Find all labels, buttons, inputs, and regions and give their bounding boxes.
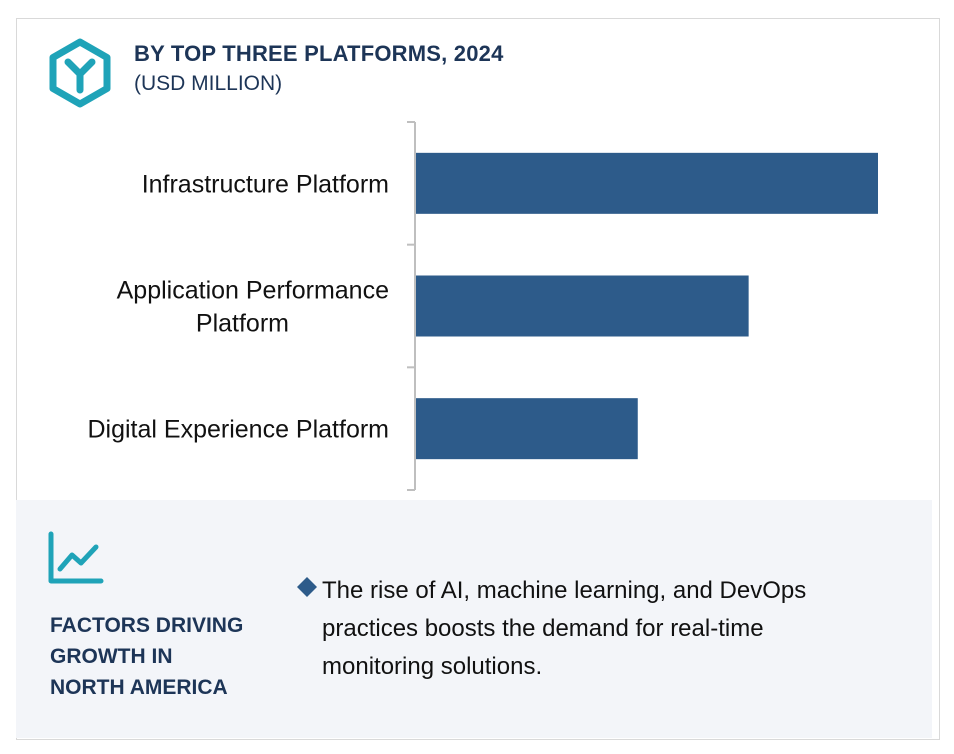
diamond-bullet-icon bbox=[297, 577, 317, 597]
line-chart-icon bbox=[48, 531, 104, 584]
factors-heading: FACTORS DRIVING GROWTH IN NORTH AMERICA bbox=[50, 610, 280, 703]
factor-bullet-text: The rise of AI, machine learning, and De… bbox=[322, 577, 807, 680]
bar bbox=[416, 398, 638, 460]
chart-title: BY TOP THREE PLATFORMS, 2024 bbox=[134, 41, 504, 66]
category-label: Digital Experience Platform bbox=[87, 416, 389, 444]
factors-heading-line: FACTORS DRIVING bbox=[50, 614, 244, 637]
chart-subtitle: (USD MILLION) bbox=[134, 72, 283, 95]
bar bbox=[416, 275, 749, 337]
category-label-line: Application Performance bbox=[117, 277, 389, 305]
hexagon-y-logo-icon bbox=[49, 38, 111, 108]
category-label: Infrastructure Platform bbox=[142, 170, 389, 198]
category-label-line: Infrastructure Platform bbox=[142, 170, 389, 198]
bar bbox=[416, 152, 878, 214]
category-label: Application Performance Platform bbox=[117, 277, 389, 338]
bar-chart: Infrastructure Platform Application Perfo… bbox=[87, 121, 878, 491]
factors-panel bbox=[16, 500, 932, 738]
factors-heading-line: NORTH AMERICA bbox=[50, 676, 228, 699]
factors-heading-line: GROWTH IN bbox=[50, 645, 173, 668]
category-label-line: Digital Experience Platform bbox=[87, 416, 389, 444]
category-label-line: Platform bbox=[196, 310, 289, 338]
